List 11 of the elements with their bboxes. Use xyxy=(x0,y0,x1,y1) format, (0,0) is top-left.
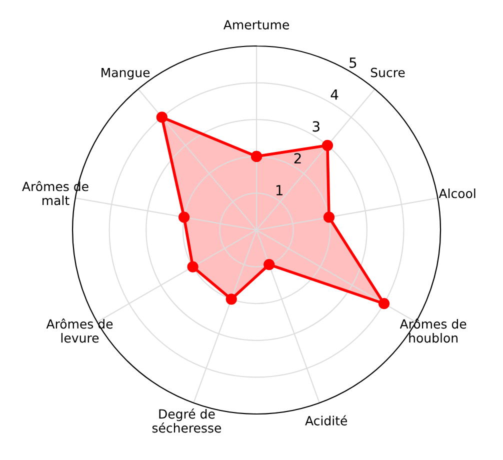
spoke-label: Alcool xyxy=(438,188,476,198)
y-tick-label: 2 xyxy=(294,153,301,164)
spoke-label: Acidité xyxy=(305,415,348,426)
y-tick-label: 4 xyxy=(330,90,338,100)
spoke-label: Amertume xyxy=(224,20,289,30)
spoke-label: Sucre xyxy=(370,68,405,78)
y-tick-label: 5 xyxy=(350,58,356,68)
spoke-label: Mangue xyxy=(102,68,150,80)
spoke-label: Degré de sécheresse xyxy=(152,408,222,433)
y-tick-label: 3 xyxy=(312,121,320,132)
y-tick-label: 1 xyxy=(276,185,282,196)
